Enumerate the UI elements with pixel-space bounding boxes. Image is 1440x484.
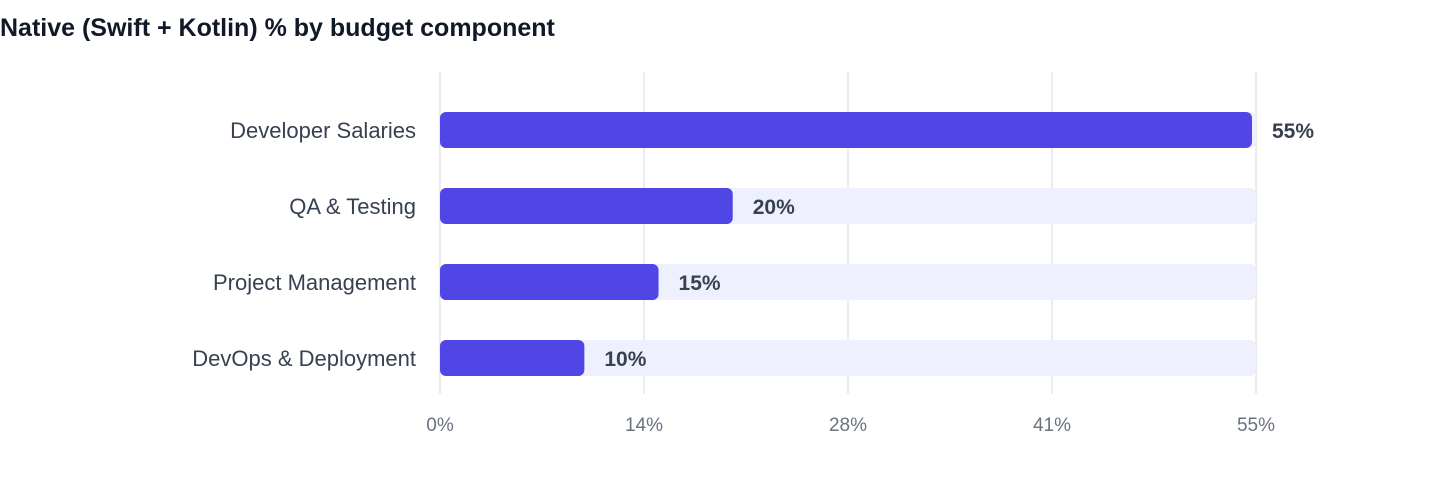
- value-label: 15%: [679, 272, 721, 295]
- bar: [440, 264, 659, 300]
- bar: [440, 188, 733, 224]
- category-label: Developer Salaries: [230, 118, 416, 143]
- value-label: 10%: [604, 348, 646, 371]
- bars: [440, 112, 1256, 376]
- bar: [440, 112, 1252, 148]
- bar-track: [440, 340, 1256, 376]
- x-tick-label: 55%: [1237, 415, 1275, 436]
- chart-title: Native (Swift + Kotlin) % by budget comp…: [0, 14, 555, 42]
- value-label: 20%: [753, 196, 795, 219]
- x-tick-label: 28%: [829, 415, 867, 436]
- category-label: DevOps & Deployment: [192, 346, 416, 371]
- labels: 0% 14% 28% 41% 55% Developer Salaries 55% QA & …: [192, 118, 1314, 436]
- bar: [440, 340, 585, 376]
- category-label: QA & Testing: [289, 194, 416, 219]
- x-tick-label: 0%: [426, 415, 454, 436]
- x-tick-label: 41%: [1033, 415, 1071, 436]
- x-tick-label: 14%: [625, 415, 663, 436]
- category-label: Project Management: [213, 270, 416, 295]
- value-label: 55%: [1272, 120, 1314, 143]
